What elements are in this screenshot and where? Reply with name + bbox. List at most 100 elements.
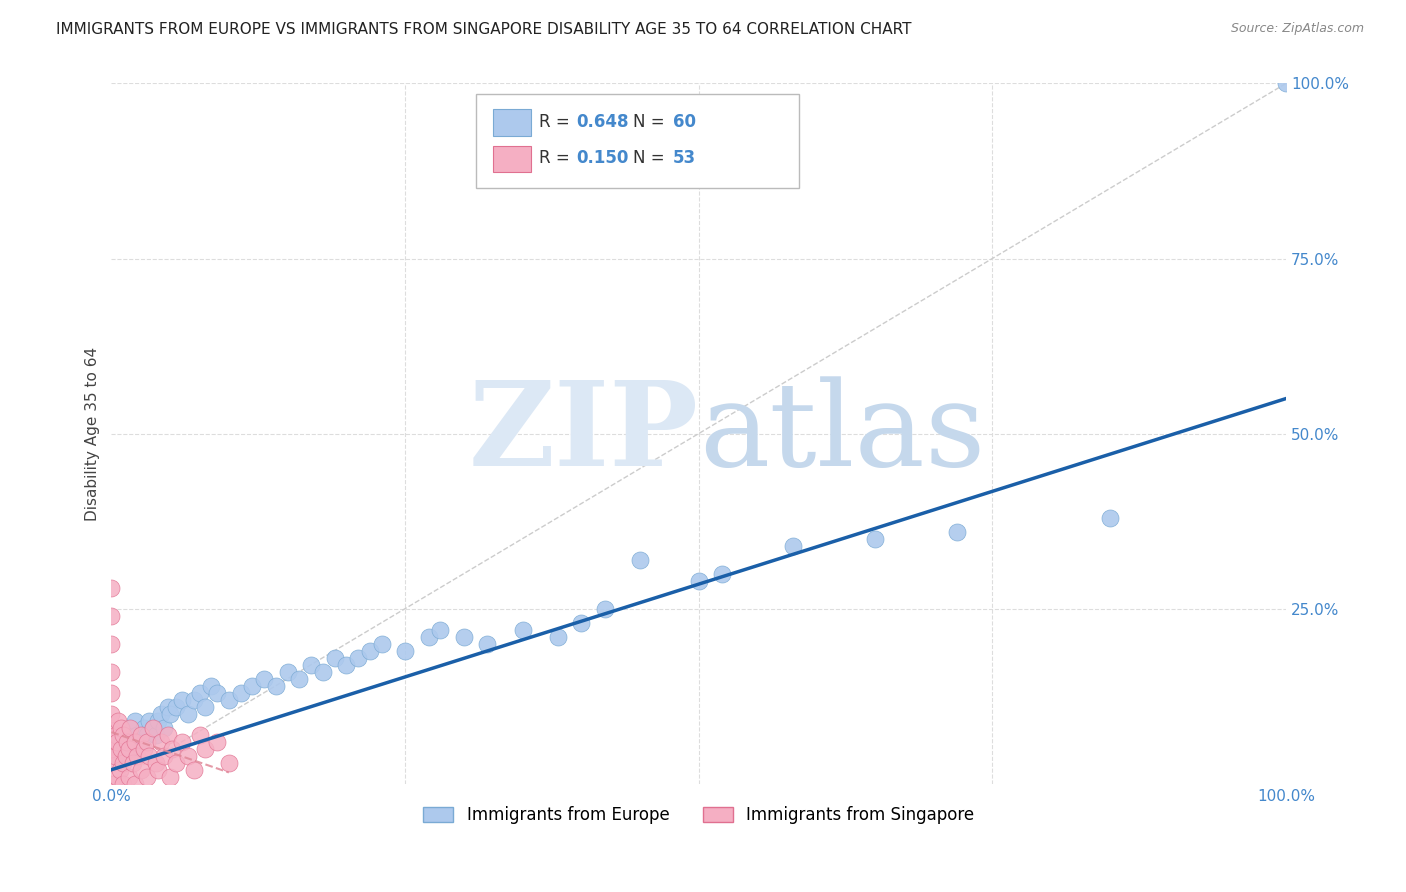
Point [370, 637, 392, 651]
Point [335, 657, 357, 672]
Point [188, 728, 211, 742]
Point [145, 756, 167, 770]
Point [512, 623, 534, 637]
Point [121, 756, 143, 770]
Point [127, 728, 149, 742]
Legend: Immigrants from Europe, Immigrants from Singapore: Immigrants from Europe, Immigrants from … [423, 806, 974, 824]
Point [165, 756, 187, 770]
Point [277, 665, 299, 679]
Point [121, 735, 143, 749]
Text: N =: N = [633, 113, 669, 131]
Point [110, 741, 132, 756]
Point [593, 601, 616, 615]
Point [183, 692, 205, 706]
Point [288, 672, 311, 686]
Point [118, 741, 141, 756]
Point [112, 756, 135, 770]
Point [115, 735, 138, 749]
Point [135, 728, 157, 742]
Point [105, 728, 128, 742]
Point [135, 735, 157, 749]
Point [240, 679, 263, 693]
Text: 60: 60 [673, 113, 696, 131]
Point [112, 728, 135, 742]
Point [114, 748, 136, 763]
Point [145, 728, 167, 742]
Point [156, 699, 179, 714]
Text: R =: R = [538, 113, 575, 131]
Point [418, 630, 440, 644]
Point [129, 763, 152, 777]
Point [129, 735, 152, 749]
Point [323, 650, 346, 665]
Point [100, 637, 122, 651]
Point [711, 566, 734, 581]
Point [105, 748, 128, 763]
Point [127, 748, 149, 763]
Point [159, 770, 181, 784]
Point [688, 574, 710, 588]
Point [118, 770, 141, 784]
Point [194, 741, 217, 756]
Point [170, 692, 193, 706]
Point [205, 686, 228, 700]
Point [162, 741, 184, 756]
Point [194, 699, 217, 714]
Point [110, 735, 132, 749]
Point [118, 721, 141, 735]
Point [218, 692, 240, 706]
Text: N =: N = [633, 149, 669, 168]
Point [141, 721, 163, 735]
Point [177, 748, 200, 763]
Point [253, 672, 276, 686]
Point [134, 741, 156, 756]
Point [149, 706, 172, 721]
Point [299, 657, 322, 672]
Point [105, 770, 128, 784]
Point [138, 748, 160, 763]
Point [114, 728, 136, 742]
Point [946, 524, 969, 539]
Point [100, 721, 122, 735]
Point [205, 735, 228, 749]
Point [264, 679, 287, 693]
Point [105, 735, 128, 749]
Point [165, 699, 187, 714]
Point [153, 748, 176, 763]
Point [183, 763, 205, 777]
Point [782, 539, 804, 553]
Text: 53: 53 [673, 149, 696, 168]
Point [347, 650, 370, 665]
Point [135, 770, 157, 784]
Point [100, 686, 122, 700]
Point [156, 728, 179, 742]
Point [863, 532, 886, 546]
Point [148, 763, 170, 777]
Bar [494, 110, 530, 136]
Point [103, 777, 125, 791]
Point [107, 714, 129, 728]
Text: IMMIGRANTS FROM EUROPE VS IMMIGRANTS FROM SINGAPORE DISABILITY AGE 35 TO 64 CORR: IMMIGRANTS FROM EUROPE VS IMMIGRANTS FRO… [56, 22, 911, 37]
Point [547, 630, 569, 644]
Point [100, 741, 122, 756]
Text: 0.150: 0.150 [576, 149, 628, 168]
FancyBboxPatch shape [475, 94, 799, 188]
Point [141, 721, 163, 735]
Point [477, 637, 499, 651]
Point [124, 714, 146, 728]
Point [124, 777, 146, 791]
Text: 0.648: 0.648 [576, 113, 628, 131]
Point [394, 643, 416, 657]
Point [129, 728, 152, 742]
Point [104, 748, 127, 763]
Point [124, 741, 146, 756]
Point [312, 665, 335, 679]
Bar [494, 145, 530, 172]
Text: atlas: atlas [699, 376, 986, 491]
Point [138, 714, 160, 728]
Point [628, 552, 651, 566]
Point [359, 643, 381, 657]
Point [100, 665, 122, 679]
Point [218, 756, 240, 770]
Text: Source: ZipAtlas.com: Source: ZipAtlas.com [1230, 22, 1364, 36]
